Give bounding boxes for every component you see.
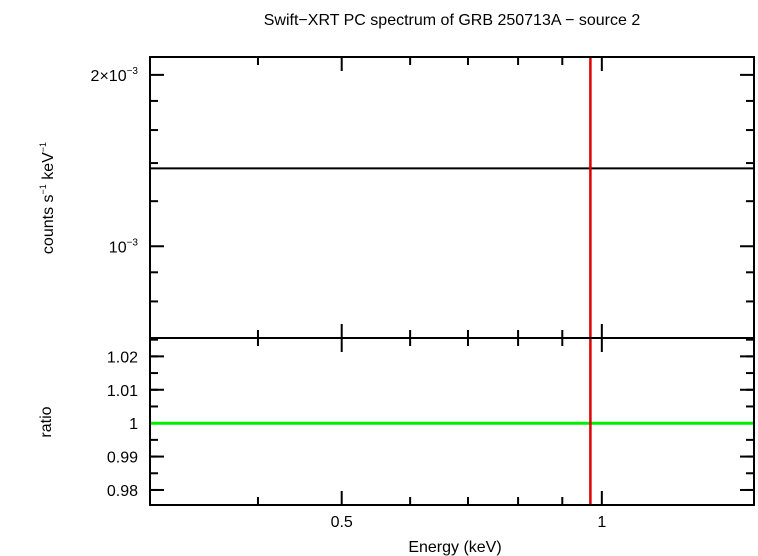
ratio-ylabel: ratio bbox=[38, 406, 55, 437]
x-axis-label: Energy (keV) bbox=[408, 539, 501, 556]
x-tick-label: 0.5 bbox=[331, 514, 353, 531]
y-tick-label: 10−3 bbox=[109, 237, 139, 256]
y-tick-label: 2×10−3 bbox=[91, 66, 139, 85]
ratio-tick-label: 1.02 bbox=[107, 349, 138, 366]
ratio-tick-label: 0.98 bbox=[107, 483, 138, 500]
chart-title: Swift−XRT PC spectrum of GRB 250713A − s… bbox=[264, 12, 641, 29]
ratio-tick-label: 0.99 bbox=[107, 450, 138, 467]
spectrum-ylabel: counts s−1 keV−1 bbox=[38, 142, 57, 254]
x-tick-label: 1 bbox=[597, 514, 606, 531]
ratio-tick-label: 1.01 bbox=[107, 383, 138, 400]
spectrum-plot-frame bbox=[149, 56, 755, 339]
ratio-tick-label: 1 bbox=[129, 416, 138, 433]
ratio-plot-frame bbox=[149, 337, 755, 506]
